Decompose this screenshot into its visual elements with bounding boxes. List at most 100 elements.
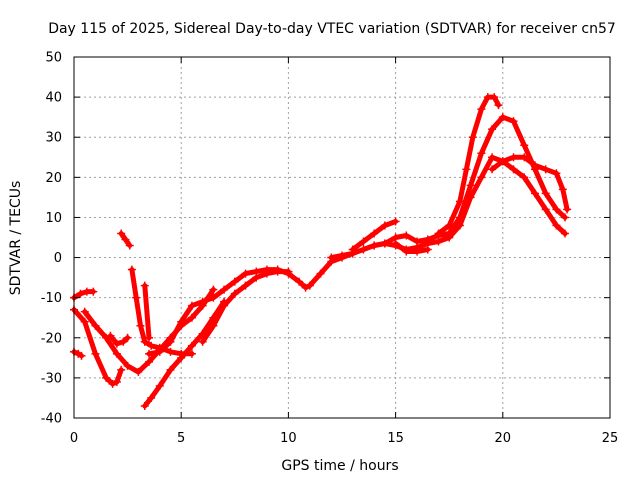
data-point (520, 173, 529, 182)
data-point (413, 237, 422, 246)
data-point (520, 141, 529, 150)
data-point (541, 165, 550, 174)
x-tick-label: 0 (70, 431, 78, 446)
data-point (140, 401, 149, 410)
data-point (91, 349, 100, 358)
y-tick-label: -40 (41, 412, 62, 427)
data-point (391, 217, 400, 226)
x-tick-label: 25 (602, 431, 619, 446)
data-point (359, 245, 368, 254)
data-point (76, 289, 85, 298)
plot-frame (73, 56, 611, 419)
data-point (80, 317, 89, 326)
data-point (140, 281, 149, 290)
data-point (220, 301, 229, 310)
data-point (108, 379, 117, 388)
data-point (127, 265, 136, 274)
data-point (380, 239, 389, 248)
data-point (117, 229, 126, 238)
data-point (209, 293, 218, 302)
data-point (530, 161, 539, 170)
data-point (560, 213, 569, 222)
data-point (560, 229, 569, 238)
data-point (466, 181, 475, 190)
data-point (155, 381, 164, 390)
data-point (187, 313, 196, 322)
data-point (112, 377, 121, 386)
data-point (166, 337, 175, 346)
data-point (166, 365, 175, 374)
data-point (338, 251, 346, 260)
y-tick-label: -20 (41, 331, 62, 346)
data-point (423, 235, 432, 244)
data-point (187, 349, 196, 358)
data-point (102, 373, 111, 382)
data-point (187, 341, 196, 350)
data-point (477, 173, 486, 182)
data-point (121, 235, 130, 244)
y-tick-label: 10 (45, 211, 62, 226)
data-point (123, 333, 132, 342)
series-line-trace-q (446, 114, 568, 236)
data-point (468, 133, 477, 142)
data-point (117, 365, 126, 374)
data-point (520, 153, 529, 162)
data-point (252, 273, 261, 282)
data-point (230, 289, 239, 298)
data-point (498, 113, 507, 122)
data-point (391, 239, 400, 248)
data-point (348, 245, 357, 254)
data-point (136, 321, 145, 330)
data-point (370, 241, 379, 250)
data-point (123, 361, 132, 370)
data-point (530, 189, 539, 198)
data-point (241, 269, 250, 278)
data-point (552, 221, 561, 230)
data-point (155, 347, 164, 356)
data-point (455, 197, 464, 206)
series-line-trace-a (71, 289, 96, 301)
series-line-trace-j (146, 251, 356, 357)
data-point (558, 185, 567, 194)
data-point (145, 349, 154, 358)
data-point (145, 357, 154, 366)
data-point (119, 337, 128, 346)
data-point (134, 367, 143, 376)
data-point (423, 245, 432, 254)
data-point (563, 205, 572, 214)
data-point (327, 253, 336, 262)
data-point (177, 353, 186, 362)
series-line-trace-i (142, 283, 152, 341)
chart-title: Day 115 of 2025, Sidereal Day-to-day VTE… (48, 21, 616, 37)
data-point (509, 117, 518, 126)
data-point (112, 349, 121, 358)
data-point (455, 221, 464, 230)
data-point (112, 339, 121, 348)
data-point (498, 157, 507, 166)
data-point (488, 125, 497, 134)
data-point (91, 321, 100, 330)
series-line-trace-r (446, 154, 568, 240)
data-point (262, 269, 271, 278)
data-point (301, 283, 310, 292)
data-point (445, 233, 454, 242)
data-point (380, 221, 389, 230)
data-point (305, 281, 314, 290)
data-point (477, 149, 486, 158)
data-point (295, 277, 304, 286)
data-point (284, 267, 293, 276)
axis-layer: 0 5 10 15 20 25 -40 -30 -20 -10 0 10 20 30 40 50 (41, 51, 619, 447)
data-point (241, 281, 250, 290)
data-point (220, 285, 229, 294)
data-point (140, 337, 149, 346)
data-point (402, 231, 411, 240)
data-point (77, 351, 86, 360)
data-point (541, 189, 550, 198)
data-point (509, 153, 518, 162)
y-tick-label: 30 (45, 131, 62, 146)
grid-layer (74, 57, 610, 418)
data-point (125, 241, 134, 250)
data-point (145, 333, 154, 342)
x-axis-label: GPS time / hours (281, 458, 398, 474)
